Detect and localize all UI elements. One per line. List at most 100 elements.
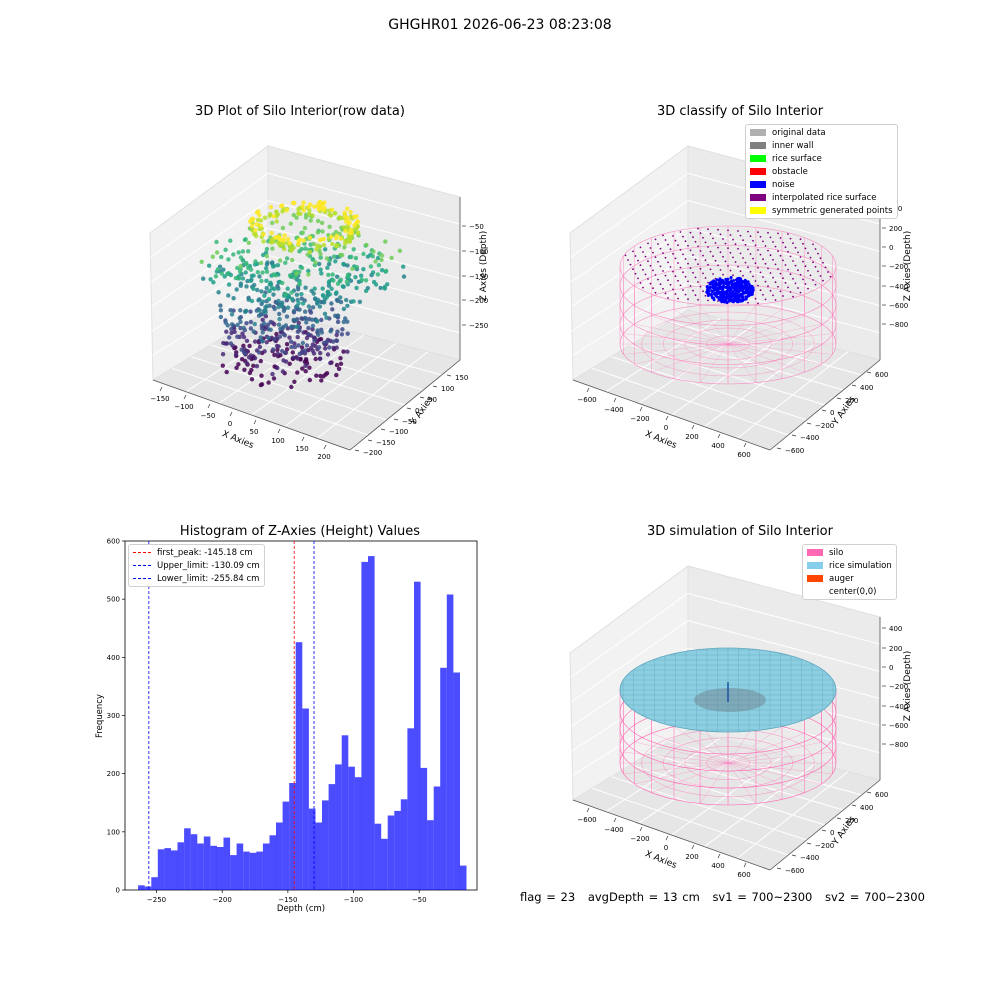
data-point — [251, 329, 256, 334]
data-point — [307, 249, 313, 254]
data-point — [244, 361, 250, 366]
data-point — [324, 295, 329, 300]
data-point — [304, 320, 309, 325]
data-point — [314, 247, 319, 252]
data-point — [343, 238, 348, 243]
data-point — [299, 265, 305, 271]
data-point — [401, 274, 407, 279]
data-point — [327, 224, 332, 229]
y-tick-label: 0 — [415, 407, 419, 415]
data-point — [240, 331, 245, 336]
data-point — [334, 332, 339, 338]
data-point — [277, 334, 283, 339]
data-point — [236, 362, 241, 367]
data-point — [291, 245, 296, 250]
legend-label: silo — [829, 547, 844, 558]
data-point — [330, 241, 335, 247]
data-point — [255, 287, 260, 293]
data-point — [328, 329, 333, 334]
data-point — [226, 257, 231, 262]
data-point — [249, 367, 254, 373]
data-point — [269, 230, 274, 236]
data-point — [329, 207, 335, 212]
data-point — [295, 356, 300, 361]
data-point — [207, 263, 212, 268]
data-point — [280, 225, 286, 231]
data-point — [345, 319, 350, 324]
data-point — [277, 311, 282, 317]
data-point — [292, 344, 298, 350]
data-point — [321, 374, 326, 379]
data-point — [219, 254, 224, 260]
data-point — [299, 291, 304, 297]
x-tick-mark — [159, 386, 163, 392]
data-point — [315, 328, 320, 333]
sv2-text: sv2 = 700~2300 — [825, 890, 925, 904]
data-point — [326, 261, 332, 267]
data-point — [345, 303, 350, 308]
legend-item: noise — [746, 178, 897, 191]
data-point — [257, 344, 263, 350]
panel1-title: 3D Plot of Silo Interior(row data) — [195, 104, 405, 119]
data-point — [264, 304, 269, 309]
data-point — [277, 258, 283, 263]
data-point — [345, 331, 350, 336]
data-point — [223, 247, 228, 252]
data-point — [308, 202, 313, 207]
y-axis-line — [349, 359, 461, 451]
data-point — [226, 282, 232, 287]
z-tick-label: −200 — [469, 297, 488, 305]
data-point — [244, 321, 249, 326]
data-point — [267, 213, 272, 218]
data-point — [306, 331, 311, 337]
data-point — [317, 261, 322, 267]
legend-item: auger — [803, 572, 896, 585]
data-point — [272, 286, 277, 292]
data-point — [338, 356, 343, 361]
data-point — [229, 312, 235, 317]
data-point — [320, 286, 325, 291]
data-point — [349, 254, 354, 260]
data-point — [256, 298, 261, 303]
data-point — [276, 344, 281, 349]
data-point — [307, 377, 312, 383]
data-point — [351, 299, 356, 304]
data-point — [307, 211, 312, 216]
data-point — [276, 322, 282, 327]
legend-label: interpolated rice surface — [772, 192, 877, 203]
panel4-title: 3D simulation of Silo Interior — [647, 524, 833, 539]
data-point — [271, 214, 276, 219]
data-point — [312, 338, 317, 343]
data-point — [314, 373, 319, 378]
data-point — [260, 330, 265, 335]
data-point — [280, 369, 286, 374]
data-point — [299, 316, 304, 321]
legend-label: obstacle — [772, 166, 808, 177]
data-point — [321, 207, 327, 213]
legend-swatch — [807, 575, 823, 582]
legend-swatch — [133, 565, 151, 566]
data-point — [235, 322, 240, 328]
data-point — [294, 271, 299, 276]
data-point — [266, 380, 271, 385]
data-point — [340, 327, 345, 332]
data-point — [261, 232, 266, 237]
data-point — [299, 246, 304, 252]
x-tick-mark — [253, 419, 257, 425]
data-point — [370, 270, 376, 275]
data-point — [319, 378, 324, 383]
data-point — [270, 260, 275, 265]
data-point — [270, 371, 275, 377]
x-tick-label: −150 — [150, 395, 169, 403]
x-tick-mark — [207, 403, 211, 409]
data-point — [300, 340, 306, 346]
data-point — [343, 316, 348, 321]
data-point — [262, 215, 268, 220]
data-point — [290, 257, 295, 263]
data-point — [336, 366, 342, 371]
data-point — [235, 265, 240, 271]
data-point — [251, 286, 256, 291]
data-point — [276, 298, 281, 304]
data-point — [354, 285, 359, 291]
data-point — [280, 203, 285, 208]
